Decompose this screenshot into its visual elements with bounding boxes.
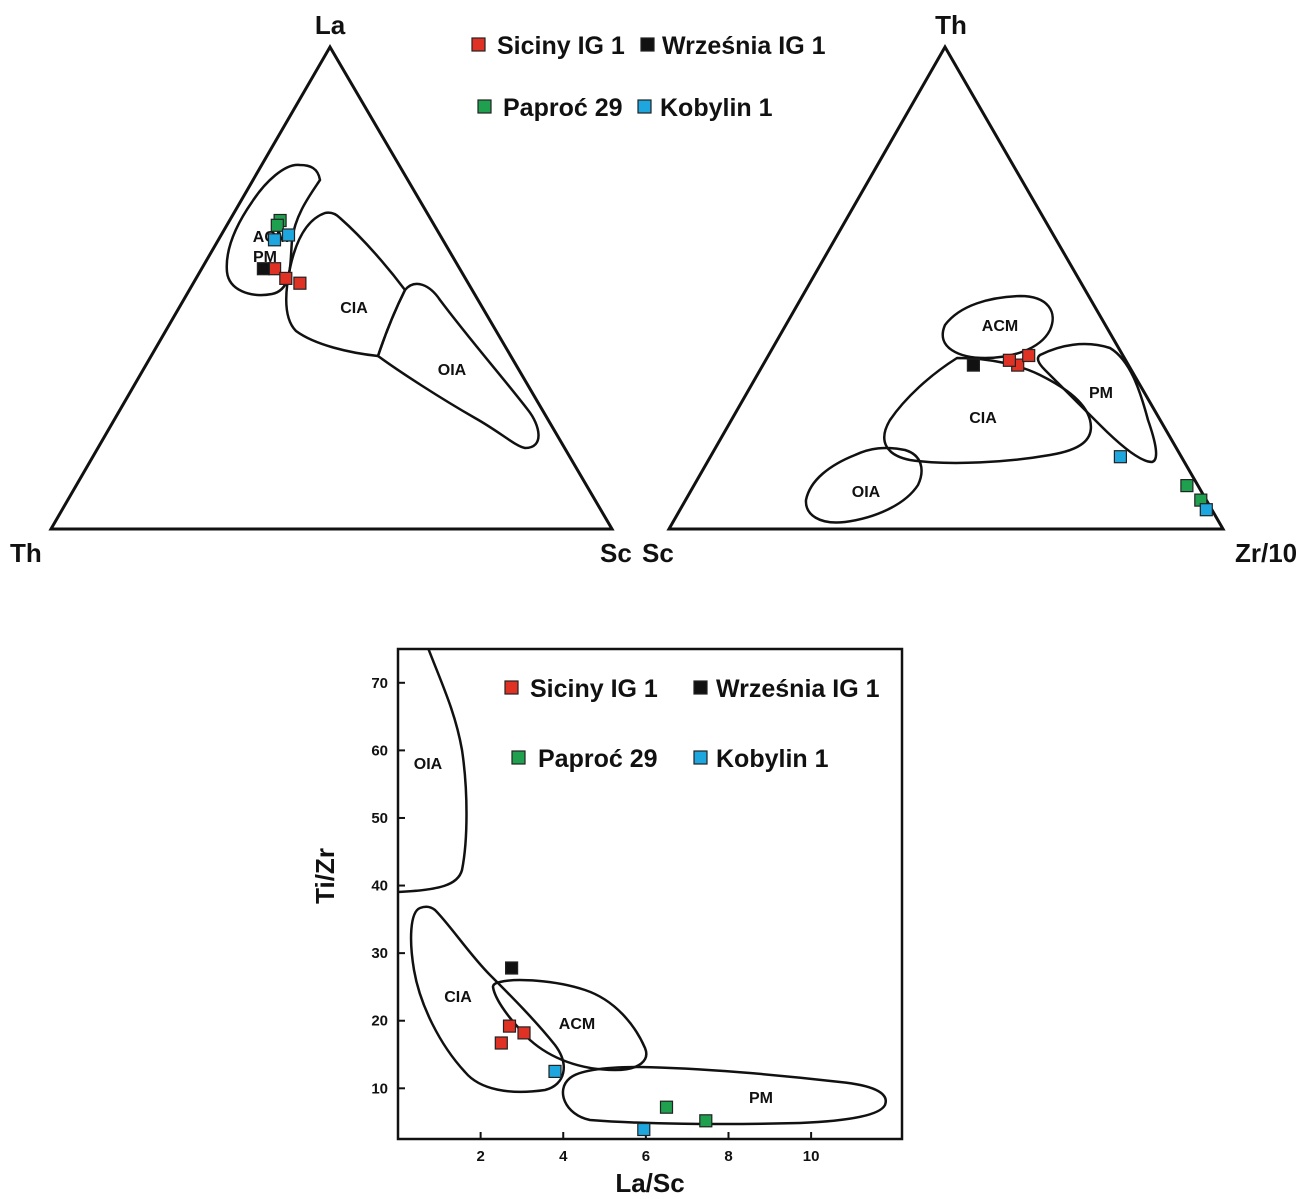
- xy-field-acm: [491, 978, 648, 1072]
- ternary2-points: [966, 348, 1213, 517]
- x-tick-label-8: 8: [724, 1148, 732, 1165]
- ternary2-apex-top: Th: [935, 10, 967, 40]
- xy-field-pm: [561, 1065, 887, 1126]
- ternary1-point-kobylin-1-2: [267, 233, 282, 247]
- ternary1-field-oia: [376, 282, 540, 450]
- legend-top-label-paproc: Paproć 29: [503, 94, 623, 122]
- xy-label-cia: CIA: [444, 989, 472, 1006]
- y-tick-label-10: 10: [371, 1080, 388, 1097]
- y-tick-label-50: 50: [371, 810, 388, 827]
- ternary2-point-kobylin-1-1: [1113, 450, 1128, 464]
- xy-x-axis-title: La/Sc: [615, 1168, 684, 1198]
- ternary1-apex-left: Th: [10, 538, 42, 568]
- x-tick-label-2: 2: [476, 1148, 484, 1165]
- xy-point-kobylin-1-1: [548, 1064, 562, 1079]
- legend-top-label-wrzesnia: Września IG 1: [662, 32, 826, 60]
- xy-point-kobylin-1-2: [637, 1122, 651, 1137]
- xy-point-paproc-29-1: [659, 1100, 674, 1114]
- legend-top-swatch-siciny: [471, 37, 486, 52]
- xy-plot-frame: [396, 647, 904, 1141]
- ternary2-point-siciny-ig-1-3: [1022, 348, 1036, 363]
- legend-xy-label-paproc: Paproć 29: [538, 745, 658, 773]
- xy-y-axis-title: Ti/Zr: [310, 848, 340, 904]
- xy-label-acm: ACM: [559, 1016, 595, 1033]
- ternary-th-sc-zr: Th Sc Zr/10 ACM CIA OIA PM: [642, 10, 1297, 568]
- ternary1-point-kobylin-1-1: [281, 228, 296, 242]
- ternary1-apex-right: Sc: [600, 538, 632, 568]
- ternary2-point-kobylin-1-2: [1199, 503, 1213, 517]
- xy-point-siciny-ig-1-2: [517, 1026, 531, 1040]
- legend-xy-swatch-wrzesnia: [693, 680, 708, 695]
- xy-plot-la-sc-ti-zr: 2 4 6 8 10 10 20 30 40 50 60 70 La/Sc Ti/Zr OIA CIA…: [310, 647, 904, 1198]
- y-tick-label-70: 70: [371, 675, 388, 692]
- legend-xy-swatch-kobylin: [693, 750, 708, 765]
- ternary2-point-wrzesnia-ig-1-1: [966, 358, 981, 372]
- ternary-la-th-sc: La Th Sc ACM PM CIA OIA: [10, 10, 632, 568]
- ternary1-point-siciny-ig-1-1: [268, 262, 282, 276]
- ternary1-field-acm-pm: [225, 163, 322, 297]
- ternary2-field-oia: [804, 446, 923, 524]
- top-legend: Siciny IG 1 Września IG 1 Paproć 29 Koby…: [471, 32, 826, 122]
- legend-xy-label-siciny: Siciny IG 1: [530, 675, 658, 703]
- ternary2-apex-left: Sc: [642, 538, 674, 568]
- x-tick-label-6: 6: [642, 1148, 650, 1165]
- legend-top-swatch-wrzesnia: [640, 37, 655, 52]
- x-tick-label-4: 4: [559, 1148, 568, 1165]
- xy-plot-ticks: 2 4 6 8 10 10 20 30 40 50 60 70: [371, 675, 819, 1165]
- legend-xy-swatch-paproc: [511, 750, 526, 765]
- x-tick-label-10: 10: [803, 1148, 820, 1165]
- ternary2-field-pm: [1036, 342, 1158, 464]
- legend-xy-label-wrzesnia: Września IG 1: [716, 675, 880, 703]
- ternary1-points: [256, 213, 307, 290]
- xy-field-cia: [409, 905, 565, 1094]
- legend-top-swatch-kobylin: [637, 99, 652, 114]
- ternary2-triangle: [666, 43, 1226, 531]
- xy-legend: Siciny IG 1 Września IG 1 Paproć 29 Koby…: [504, 675, 880, 773]
- ternary1-apex-top: La: [315, 10, 346, 40]
- y-tick-label-60: 60: [371, 742, 388, 759]
- ternary2-field-cia: [883, 356, 1093, 465]
- y-tick-label-40: 40: [371, 878, 388, 895]
- ternary1-label-pm: PM: [253, 249, 277, 266]
- ternary1-point-siciny-ig-1-3: [293, 276, 307, 290]
- ternary1-point-siciny-ig-1-2: [279, 271, 293, 285]
- ternary2-field-acm: [941, 294, 1054, 360]
- ternary2-point-paproc-29-1: [1180, 479, 1194, 493]
- xy-point-paproc-29-2: [699, 1114, 713, 1128]
- ternary1-point-wrzesnia-ig-1-1: [256, 262, 270, 276]
- y-tick-label-30: 30: [371, 945, 388, 962]
- ternary1-point-paproc-29-2: [270, 218, 284, 232]
- legend-xy-swatch-siciny: [504, 680, 519, 695]
- ternary2-label-pm: PM: [1089, 385, 1113, 402]
- ternary2-point-siciny-ig-1-2: [1002, 353, 1017, 367]
- xy-point-siciny-ig-1-1: [502, 1019, 517, 1033]
- ternary1-triangle: [48, 44, 615, 531]
- xy-label-pm: PM: [749, 1090, 773, 1107]
- ternary2-apex-right: Zr/10: [1235, 538, 1297, 568]
- xy-points: [494, 961, 713, 1137]
- xy-field-oia: [398, 649, 468, 894]
- legend-xy-label-kobylin: Kobylin 1: [716, 745, 829, 773]
- xy-label-oia: OIA: [414, 756, 443, 773]
- legend-top-label-kobylin: Kobylin 1: [660, 94, 773, 122]
- xy-point-wrzesnia-ig-1-1: [505, 961, 519, 975]
- ternary2-label-oia: OIA: [852, 484, 881, 501]
- ternary1-label-cia: CIA: [340, 300, 368, 317]
- ternary1-label-oia: OIA: [438, 362, 467, 379]
- legend-top-swatch-paproc: [477, 99, 492, 114]
- ternary2-label-cia: CIA: [969, 410, 997, 427]
- ternary2-label-acm: ACM: [982, 318, 1018, 335]
- legend-top-label-siciny: Siciny IG 1: [497, 32, 625, 60]
- y-tick-label-20: 20: [371, 1013, 388, 1030]
- xy-point-siciny-ig-1-3: [494, 1036, 508, 1050]
